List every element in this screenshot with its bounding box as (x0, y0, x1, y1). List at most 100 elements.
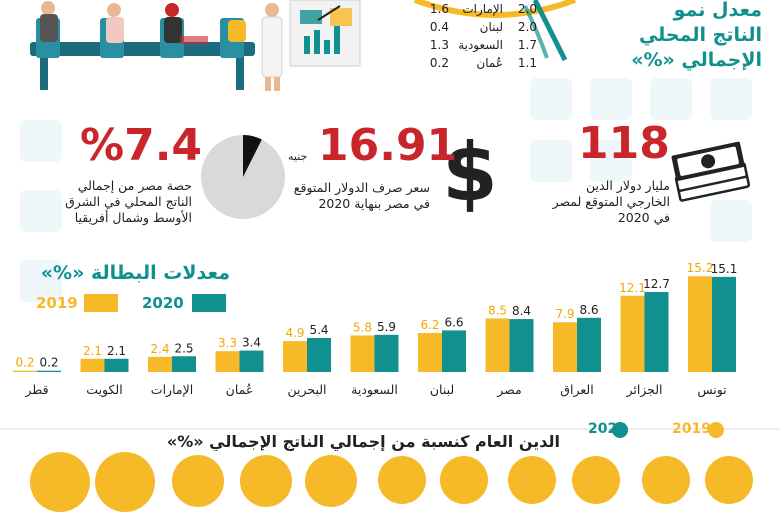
bar-2019 (13, 370, 37, 372)
bar-value-2020: 8.4 (512, 304, 531, 318)
gdp-value-2019: 1.6 (429, 2, 449, 16)
gdp-country: عُمان (476, 56, 503, 70)
gdp-title-line: الناتج المحلي (638, 24, 762, 46)
bar-2019 (553, 322, 577, 372)
watermark-chip (530, 140, 572, 182)
gdp-value-2019: 1.3 (429, 38, 449, 52)
category-label: لبنان (430, 382, 454, 397)
watermark-chip (590, 78, 632, 120)
gdp-panel-title: معدل نمو الناتج المحلي الإجمالي «%» (612, 0, 762, 73)
category-label: قطر (24, 382, 48, 398)
legend-label-2019: 2019 (36, 294, 78, 312)
bar-value-2019: 2.1 (83, 344, 102, 358)
debt-bubble (95, 452, 155, 512)
bar-value-2020: 0.2 (39, 356, 58, 370)
bar-value-2019: 0.2 (15, 356, 34, 370)
bar-2019 (418, 332, 442, 372)
bar-value-2020: 12.7 (643, 277, 670, 291)
kpi-debt-caption: مليار دولار الدين الخارجي المتوقع لمصر ف… (530, 178, 670, 226)
watermark-chip (20, 190, 62, 232)
kpi-caption-line: في مصر بنهاية 2020 (318, 196, 430, 211)
kpi-caption-line: الأوسط وشمال أفريقيا (74, 210, 192, 225)
kpi-share-value: %7.4 (80, 120, 203, 171)
debt-bubble (305, 455, 357, 507)
category-label: عُمان (226, 382, 254, 397)
bar-2019 (283, 341, 307, 372)
bar-2020 (644, 291, 669, 372)
bar-2020 (37, 370, 61, 372)
gdp-2020-column: 2.0 2.0 1.7 1.1 (507, 0, 537, 72)
watermark-chip (650, 78, 692, 120)
bar-2019 (688, 276, 712, 372)
kpi-dollar-caption: سعر صرف الدولار المتوقع في مصر بنهاية 20… (280, 180, 430, 212)
bar-value-2020: 5.4 (309, 323, 328, 337)
bar-value-2020: 6.6 (444, 315, 463, 329)
kpi-caption-line: مليار دولار الدين (585, 178, 670, 193)
legend-dot-2020 (612, 422, 628, 438)
legend-label-2020: 2020 (142, 294, 184, 312)
bar-value-2020: 2.1 (107, 344, 126, 358)
public-debt-title: الدين العام كنسبة من إجمالي الناتج الإجم… (166, 432, 560, 451)
bar-2019 (215, 351, 240, 372)
dollar-sign-icon: $ (445, 132, 495, 212)
gdp-growth-panel: 1.6 0.4 1.3 0.2 الإمارات لبنان السعودية … (395, 0, 780, 72)
bar-value-2019: 4.9 (285, 326, 304, 340)
category-label: الإمارات (151, 382, 193, 398)
gdp-decor-arcs (413, 0, 577, 62)
bar-value-2019: 3.3 (218, 336, 237, 350)
bar-2020 (374, 334, 399, 372)
section-divider (0, 428, 780, 430)
bar-value-2020: 8.6 (579, 303, 598, 317)
debt-bubble (378, 456, 426, 504)
meeting-illustration (30, 0, 361, 91)
watermark-chip (710, 200, 752, 242)
legend-dot-2019 (708, 422, 724, 438)
legend-swatch-2019 (84, 294, 118, 312)
category-label: تونس (697, 382, 727, 398)
debt-bubble (30, 452, 90, 512)
watermark-chip (20, 260, 62, 302)
bar-2020 (239, 350, 264, 372)
bar-value-2019: 15.2 (687, 261, 714, 275)
watermark-chip (710, 78, 752, 120)
gdp-title-line: معدل نمو (673, 0, 762, 21)
kpi-caption-line: في 2020 (617, 210, 670, 225)
bar-value-2020: 2.5 (174, 341, 193, 355)
gdp-country: السعودية (458, 38, 503, 52)
category-label: مصر (496, 382, 521, 398)
gdp-country: لبنان (479, 20, 503, 34)
bar-2020 (442, 330, 466, 372)
unemployment-bar-chart: 15.215.1 تونس 12.112.7 الجزائر 7.9 8.6 العراق 8… (13, 261, 737, 398)
kpi-caption-line: الناتج المحلي في الشرق (65, 194, 192, 209)
watermark-chip (20, 120, 62, 162)
legend-label-2020: 2020 (588, 421, 627, 437)
category-label: الجزائر (625, 382, 662, 398)
bar-2020 (577, 317, 601, 372)
bar-value-2019: 12.1 (619, 281, 646, 295)
debt-bubble (642, 456, 690, 504)
bar-value-2019: 8.5 (488, 303, 507, 317)
category-label: السعودية (351, 382, 398, 398)
meeting-table (30, 42, 255, 56)
unemployment-legend: 2019 2020 (36, 292, 226, 318)
share-pie-slice (243, 135, 262, 177)
bar-value-2019: 6.2 (420, 318, 439, 332)
bar-value-2019: 2.4 (150, 342, 169, 356)
kpi-caption-line: حصة مصر من إجمالي (77, 178, 192, 193)
gdp-value-2019: 0.2 (429, 56, 449, 70)
bar-value-2019: 5.8 (353, 320, 372, 334)
gdp-value-2020: 1.7 (517, 38, 537, 52)
bar-2019 (620, 295, 645, 372)
kpi-share-caption: حصة مصر من إجمالي الناتج المحلي في الشرق… (50, 178, 192, 226)
legend-swatch-2020 (192, 294, 226, 312)
debt-bubble (705, 456, 753, 504)
kpi-caption-line: سعر صرف الدولار المتوقع (293, 180, 430, 195)
watermark-chip (590, 140, 632, 182)
bar-2020 (172, 356, 196, 372)
bar-2020 (307, 337, 331, 372)
gdp-value-2019: 0.4 (429, 20, 449, 34)
bar-2019 (485, 318, 510, 372)
bar-2019 (350, 335, 375, 372)
bar-value-2020: 3.4 (242, 336, 261, 350)
bar-2020 (104, 358, 129, 372)
